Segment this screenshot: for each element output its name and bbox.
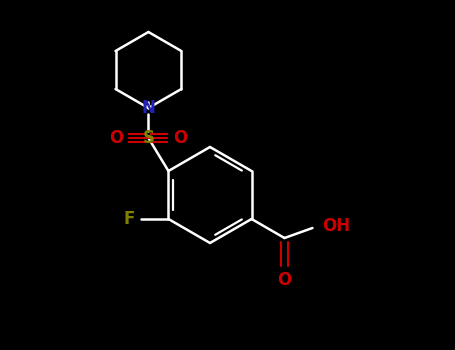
Text: O: O <box>109 129 124 147</box>
Text: F: F <box>124 210 135 228</box>
Text: N: N <box>142 99 155 117</box>
Text: OH: OH <box>323 217 351 235</box>
Text: O: O <box>278 271 292 289</box>
Text: O: O <box>173 129 187 147</box>
Text: S: S <box>142 129 154 147</box>
